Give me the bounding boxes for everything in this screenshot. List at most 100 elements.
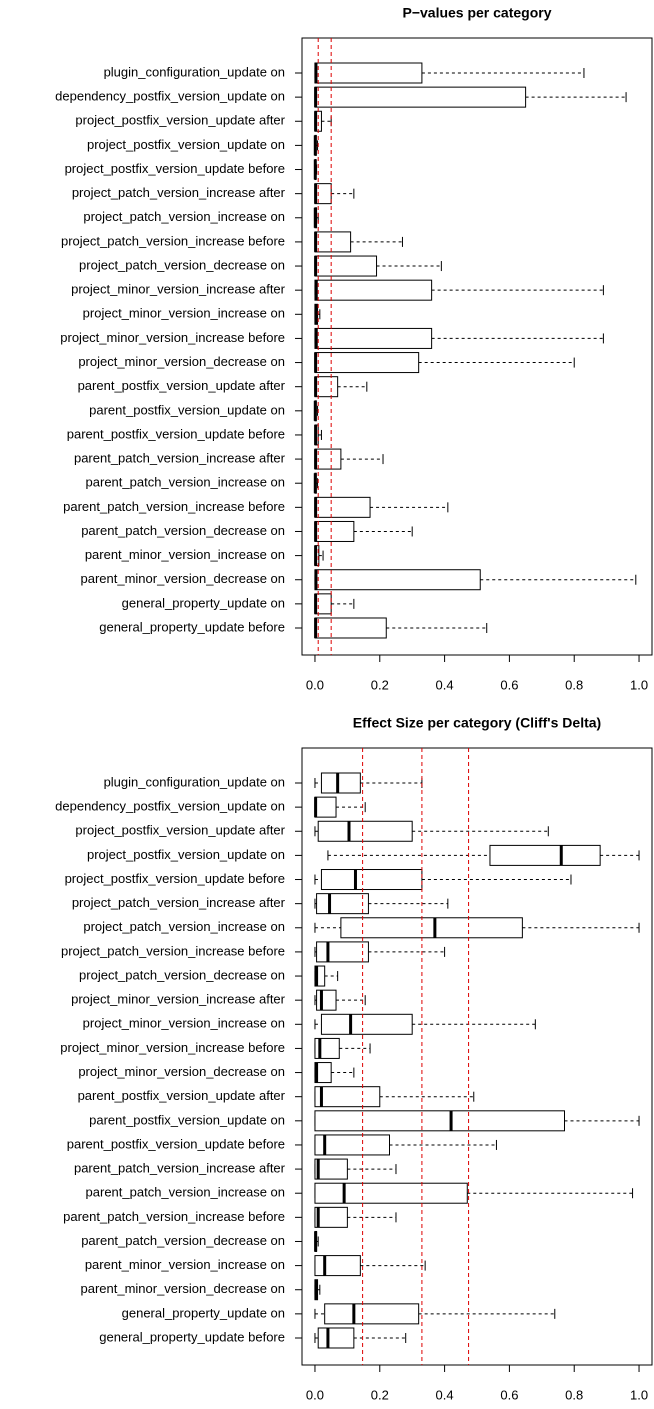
y-tick-label: project_patch_version_decrease on bbox=[79, 967, 285, 982]
box bbox=[317, 820, 413, 842]
y-tick-label: parent_patch_version_increase before bbox=[63, 499, 285, 514]
box bbox=[314, 376, 339, 398]
y-tick-label: project_postfix_version_update before bbox=[65, 871, 285, 886]
box bbox=[314, 1206, 348, 1228]
x-tick-label: 0.0 bbox=[306, 677, 324, 692]
y-tick-label: dependency_postfix_version_update on bbox=[55, 799, 285, 814]
y-tick-label: parent_patch_version_decrease on bbox=[81, 1233, 285, 1248]
box bbox=[314, 593, 332, 615]
y-tick-label: general_property_update before bbox=[99, 619, 285, 634]
box bbox=[314, 1134, 390, 1156]
box bbox=[314, 86, 527, 108]
y-tick-label: parent_patch_version_increase after bbox=[74, 1161, 286, 1176]
y-tick-label: project_patch_version_increase after bbox=[72, 185, 286, 200]
y-tick-label: parent_minor_version_decrease on bbox=[80, 571, 285, 586]
y-tick-label: project_patch_version_increase on bbox=[83, 919, 285, 934]
box bbox=[317, 1327, 355, 1349]
box bbox=[314, 569, 481, 591]
y-tick-label: general_property_update before bbox=[99, 1329, 285, 1344]
y-tick-label: project_postfix_version_update after bbox=[75, 823, 285, 838]
x-tick-label: 0.8 bbox=[565, 677, 583, 692]
box bbox=[314, 1255, 361, 1277]
box bbox=[314, 231, 352, 253]
y-tick-label: dependency_postfix_version_update on bbox=[55, 89, 285, 104]
y-tick-label: project_postfix_version_update after bbox=[75, 113, 285, 128]
x-tick-label: 0.0 bbox=[306, 1387, 324, 1402]
box bbox=[314, 1182, 468, 1204]
y-tick-label: parent_minor_version_decrease on bbox=[80, 1281, 285, 1296]
x-tick-label: 0.6 bbox=[500, 677, 518, 692]
x-tick-label: 0.2 bbox=[371, 677, 389, 692]
box bbox=[314, 1086, 381, 1108]
x-tick-label: 0.2 bbox=[371, 1387, 389, 1402]
y-tick-label: general_property_update on bbox=[122, 595, 285, 610]
x-tick-label: 0.4 bbox=[436, 1387, 454, 1402]
y-tick-label: parent_patch_version_increase before bbox=[63, 1209, 285, 1224]
x-tick-label: 1.0 bbox=[630, 1387, 648, 1402]
y-tick-label: project_patch_version_increase after bbox=[72, 895, 286, 910]
box bbox=[314, 520, 355, 542]
y-tick-label: parent_minor_version_increase on bbox=[85, 547, 285, 562]
box bbox=[489, 844, 601, 866]
box bbox=[314, 352, 420, 374]
box bbox=[320, 1013, 413, 1035]
box bbox=[314, 1158, 348, 1180]
box bbox=[340, 917, 523, 939]
y-tick-label: project_minor_version_increase before bbox=[60, 1040, 285, 1055]
plot-frame bbox=[301, 37, 653, 656]
y-tick-label: project_minor_version_increase on bbox=[83, 306, 285, 321]
y-tick-label: parent_patch_version_increase on bbox=[86, 475, 285, 490]
y-tick-label: project_minor_version_decrease on bbox=[78, 354, 285, 369]
y-tick-label: project_minor_version_increase after bbox=[71, 282, 286, 297]
y-tick-label: parent_postfix_version_update after bbox=[78, 1088, 286, 1103]
y-tick-label: parent_postfix_version_update before bbox=[67, 1136, 285, 1151]
box bbox=[324, 1303, 420, 1325]
box bbox=[314, 448, 342, 470]
box bbox=[316, 989, 337, 1011]
y-tick-label: project_patch_version_increase before bbox=[61, 943, 285, 958]
y-tick-label: project_minor_version_increase on bbox=[83, 1016, 285, 1031]
y-tick-label: parent_patch_version_decrease on bbox=[81, 523, 285, 538]
y-tick-label: parent_minor_version_increase on bbox=[85, 1257, 285, 1272]
y-tick-label: project_patch_version_increase on bbox=[83, 209, 285, 224]
box bbox=[314, 617, 387, 639]
box bbox=[314, 965, 326, 987]
box bbox=[314, 796, 337, 818]
y-tick-label: plugin_configuration_update on bbox=[104, 774, 285, 789]
x-tick-label: 1.0 bbox=[630, 677, 648, 692]
y-tick-label: parent_patch_version_increase after bbox=[74, 451, 286, 466]
box bbox=[314, 279, 433, 301]
y-tick-label: parent_postfix_version_update after bbox=[78, 378, 286, 393]
y-tick-label: parent_postfix_version_update before bbox=[67, 426, 285, 441]
x-tick-label: 0.6 bbox=[500, 1387, 518, 1402]
chart-title: Effect Size per category (Cliff's Delta) bbox=[353, 715, 601, 731]
x-tick-label: 0.8 bbox=[565, 1387, 583, 1402]
plot-frame bbox=[301, 747, 653, 1366]
box bbox=[314, 1110, 565, 1132]
box bbox=[316, 941, 369, 963]
box bbox=[314, 255, 378, 277]
y-tick-label: general_property_update on bbox=[122, 1305, 285, 1320]
y-tick-label: parent_postfix_version_update on bbox=[89, 1112, 285, 1127]
box bbox=[314, 1062, 332, 1084]
y-tick-label: project_minor_version_decrease on bbox=[78, 1064, 285, 1079]
chart-title: P−values per category bbox=[402, 5, 551, 21]
y-tick-label: project_patch_version_decrease on bbox=[79, 257, 285, 272]
box bbox=[314, 327, 433, 349]
y-tick-label: project_postfix_version_update on bbox=[87, 137, 285, 152]
box bbox=[316, 893, 369, 915]
box bbox=[314, 183, 332, 205]
box bbox=[320, 869, 423, 891]
y-tick-label: project_postfix_version_update before bbox=[65, 161, 285, 176]
y-tick-label: project_patch_version_increase before bbox=[61, 233, 285, 248]
y-tick-label: project_minor_version_increase after bbox=[71, 992, 286, 1007]
box bbox=[314, 496, 371, 518]
y-tick-label: plugin_configuration_update on bbox=[104, 64, 285, 79]
y-tick-label: parent_patch_version_increase on bbox=[86, 1185, 285, 1200]
y-tick-label: project_minor_version_increase before bbox=[60, 330, 285, 345]
x-tick-label: 0.4 bbox=[436, 677, 454, 692]
y-tick-label: parent_postfix_version_update on bbox=[89, 402, 285, 417]
box bbox=[320, 772, 361, 794]
y-tick-label: project_postfix_version_update on bbox=[87, 847, 285, 862]
